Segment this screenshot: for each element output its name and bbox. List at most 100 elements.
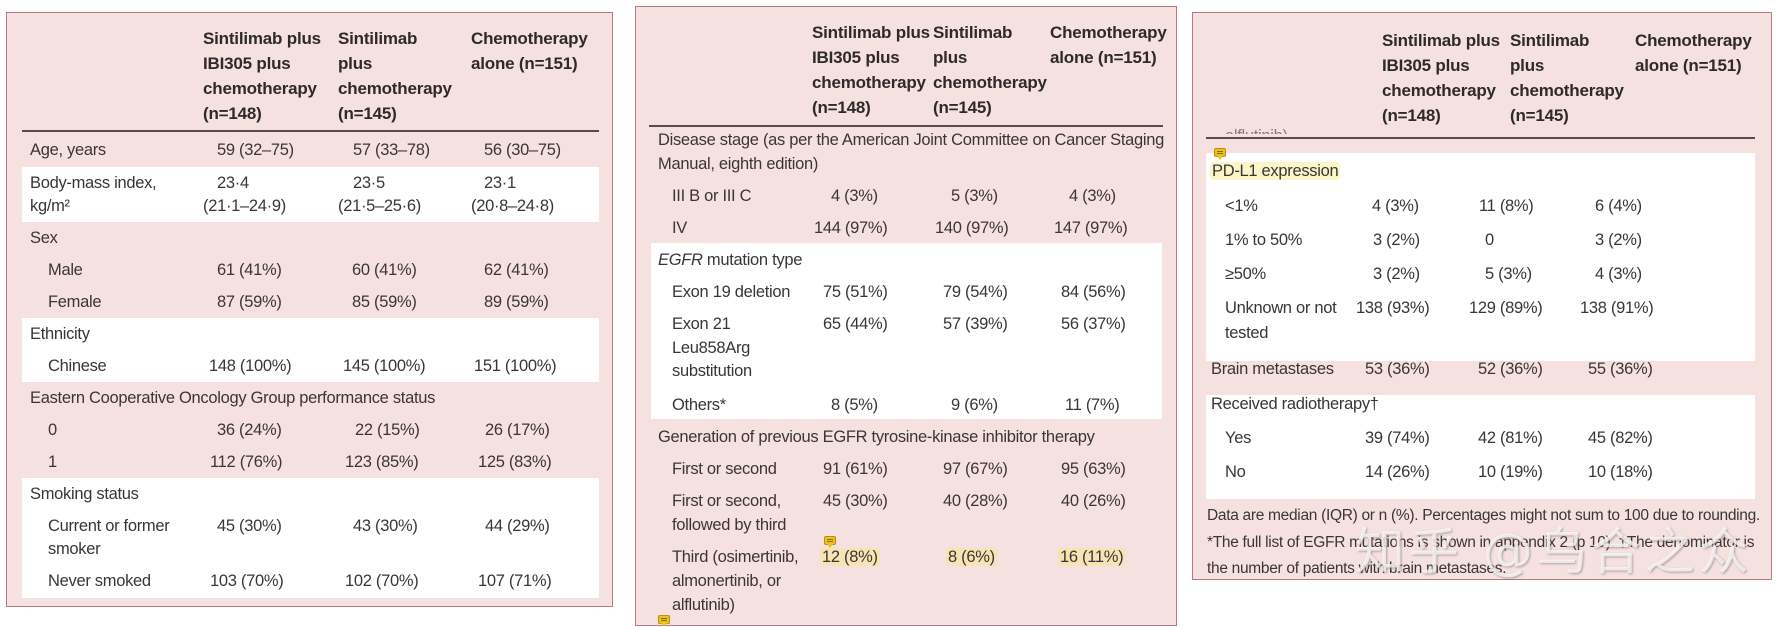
header-col-chemo: Chemotherapy alone (n=151) bbox=[1635, 31, 1752, 75]
section-label: Ethnicity bbox=[30, 325, 90, 343]
cell: 11 (8%) bbox=[1479, 197, 1534, 215]
row-label: smoker bbox=[48, 540, 101, 558]
row-label: tested bbox=[1225, 324, 1269, 342]
cell: 102 (70%) bbox=[345, 572, 419, 590]
cell: 8 (5%) bbox=[831, 396, 878, 414]
section-label: Generation of previous EGFR tyrosine-kin… bbox=[658, 428, 1095, 446]
row-label: 1% to 50% bbox=[1225, 231, 1303, 249]
section-label: Disease stage (as per the American Joint… bbox=[658, 131, 1165, 149]
header-col-chemo: Chemotherapy alone (n=151) bbox=[1050, 23, 1167, 67]
cell-highlighted: 8 (6%) bbox=[946, 548, 997, 566]
cell: 4 (3%) bbox=[1372, 197, 1419, 215]
cell: (20·8–24·8) bbox=[471, 197, 554, 215]
cell: 138 (93%) bbox=[1356, 299, 1430, 317]
cell: 112 (76%) bbox=[210, 453, 283, 471]
cell: 3 (2%) bbox=[1373, 231, 1420, 249]
cell: 87 (59%) bbox=[217, 293, 282, 311]
cell: 123 (85%) bbox=[345, 453, 419, 471]
footnote: the number of patients with brain metast… bbox=[1207, 560, 1507, 577]
cell-highlighted: 16 (11%) bbox=[1058, 548, 1126, 566]
cell: 91 (61%) bbox=[823, 460, 888, 478]
row-label: Female bbox=[48, 293, 102, 311]
watermark: 知乎 @乌合之众 bbox=[1355, 523, 1753, 581]
cell: 10 (19%) bbox=[1478, 463, 1543, 481]
row-label: Exon 21 bbox=[672, 315, 731, 333]
row-label: 1 bbox=[48, 453, 57, 471]
cell: 36 (24%) bbox=[217, 421, 282, 439]
cell: 3 (2%) bbox=[1595, 231, 1642, 249]
header-col-sintilimab: Sintilimab plus chemotherapy (n=145) bbox=[933, 23, 1047, 117]
row-label: alflutinib) bbox=[672, 596, 735, 614]
cell: 84 (56%) bbox=[1061, 283, 1126, 301]
cell: 11 (7%) bbox=[1065, 396, 1120, 414]
footnote: *The full list of EGFR mutations is show… bbox=[1207, 534, 1755, 551]
row-label: No bbox=[1225, 463, 1246, 481]
cell: 56 (37%) bbox=[1061, 315, 1126, 333]
cell: 129 (89%) bbox=[1469, 299, 1543, 317]
row-band bbox=[1206, 395, 1755, 499]
section-label: Manual, eighth edition) bbox=[658, 155, 819, 173]
cell: 62 (41%) bbox=[484, 261, 549, 279]
cell: 140 (97%) bbox=[935, 219, 1009, 237]
comment-note-icon[interactable] bbox=[824, 536, 836, 548]
cell: 9 (6%) bbox=[951, 396, 998, 414]
row-label: Brain metastases bbox=[1211, 360, 1334, 378]
section-label: Received radiotherapy† bbox=[1211, 395, 1379, 413]
cell: 45 (82%) bbox=[1588, 429, 1653, 447]
cell: 23·4 bbox=[217, 174, 249, 192]
cell: 5 (3%) bbox=[951, 187, 998, 205]
row-label: First or second bbox=[672, 460, 777, 478]
section-label: Eastern Cooperative Oncology Group perfo… bbox=[30, 389, 436, 407]
cell: 145 (100%) bbox=[343, 357, 426, 375]
row-label: IV bbox=[672, 219, 687, 237]
cell: 148 (100%) bbox=[209, 357, 292, 375]
header-col-chemo: Chemotherapy alone (n=151) bbox=[471, 29, 588, 73]
cell: 39 (74%) bbox=[1365, 429, 1430, 447]
row-label: kg/m² bbox=[30, 197, 70, 215]
cell: 138 (91%) bbox=[1580, 299, 1654, 317]
row-label: almonertinib, or bbox=[672, 572, 781, 590]
row-label: <1% bbox=[1225, 197, 1258, 215]
row-label: followed by third bbox=[672, 516, 787, 534]
cell: 125 (83%) bbox=[478, 453, 552, 471]
cell: 56 (30–75) bbox=[484, 141, 561, 159]
cell: 26 (17%) bbox=[485, 421, 550, 439]
row-band bbox=[651, 243, 1162, 419]
header-col-combo: Sintilimab plus IBI305 plus chemotherapy… bbox=[1382, 31, 1500, 125]
cell: 23·5 bbox=[353, 174, 385, 192]
cell: 95 (63%) bbox=[1061, 460, 1126, 478]
cell: 59 (32–75) bbox=[217, 141, 294, 159]
row-label: Others* bbox=[672, 396, 726, 414]
cell: 103 (70%) bbox=[210, 572, 284, 590]
cutoff-text: alflutinib) bbox=[1225, 124, 1288, 134]
cell: 4 (3%) bbox=[831, 187, 878, 205]
cell: 55 (36%) bbox=[1588, 360, 1653, 378]
cell: 52 (36%) bbox=[1478, 360, 1543, 378]
header-rule bbox=[1206, 137, 1755, 139]
cell: 147 (97%) bbox=[1054, 219, 1128, 237]
header-col-sintilimab: Sintilimab plus chemotherapy (n=145) bbox=[338, 29, 452, 123]
cell: 4 (3%) bbox=[1595, 265, 1642, 283]
row-label: First or second, bbox=[672, 492, 781, 510]
row-label: 0 bbox=[48, 421, 57, 439]
section-label: Sex bbox=[30, 229, 58, 247]
cell: 5 (3%) bbox=[1485, 265, 1532, 283]
cell: 61 (41%) bbox=[217, 261, 282, 279]
row-label: Male bbox=[48, 261, 83, 279]
comment-note-icon[interactable] bbox=[1214, 148, 1226, 160]
cell: 151 (100%) bbox=[474, 357, 557, 375]
row-band bbox=[1206, 153, 1755, 361]
cell: 23·1 bbox=[484, 174, 516, 192]
cell: 75 (51%) bbox=[823, 283, 888, 301]
cell: 107 (71%) bbox=[478, 572, 552, 590]
section-label: Smoking status bbox=[30, 485, 139, 503]
row-label: substitution bbox=[672, 362, 752, 380]
cell: 10 (18%) bbox=[1588, 463, 1653, 481]
cell: 45 (30%) bbox=[217, 517, 282, 535]
cell: 40 (28%) bbox=[943, 492, 1008, 510]
header-rule bbox=[22, 130, 599, 132]
header-col-combo: Sintilimab plus IBI305 plus chemotherapy… bbox=[203, 29, 321, 123]
comment-note-icon[interactable] bbox=[658, 615, 670, 627]
cell: 97 (67%) bbox=[943, 460, 1008, 478]
row-label: Body-mass index, bbox=[30, 174, 157, 192]
